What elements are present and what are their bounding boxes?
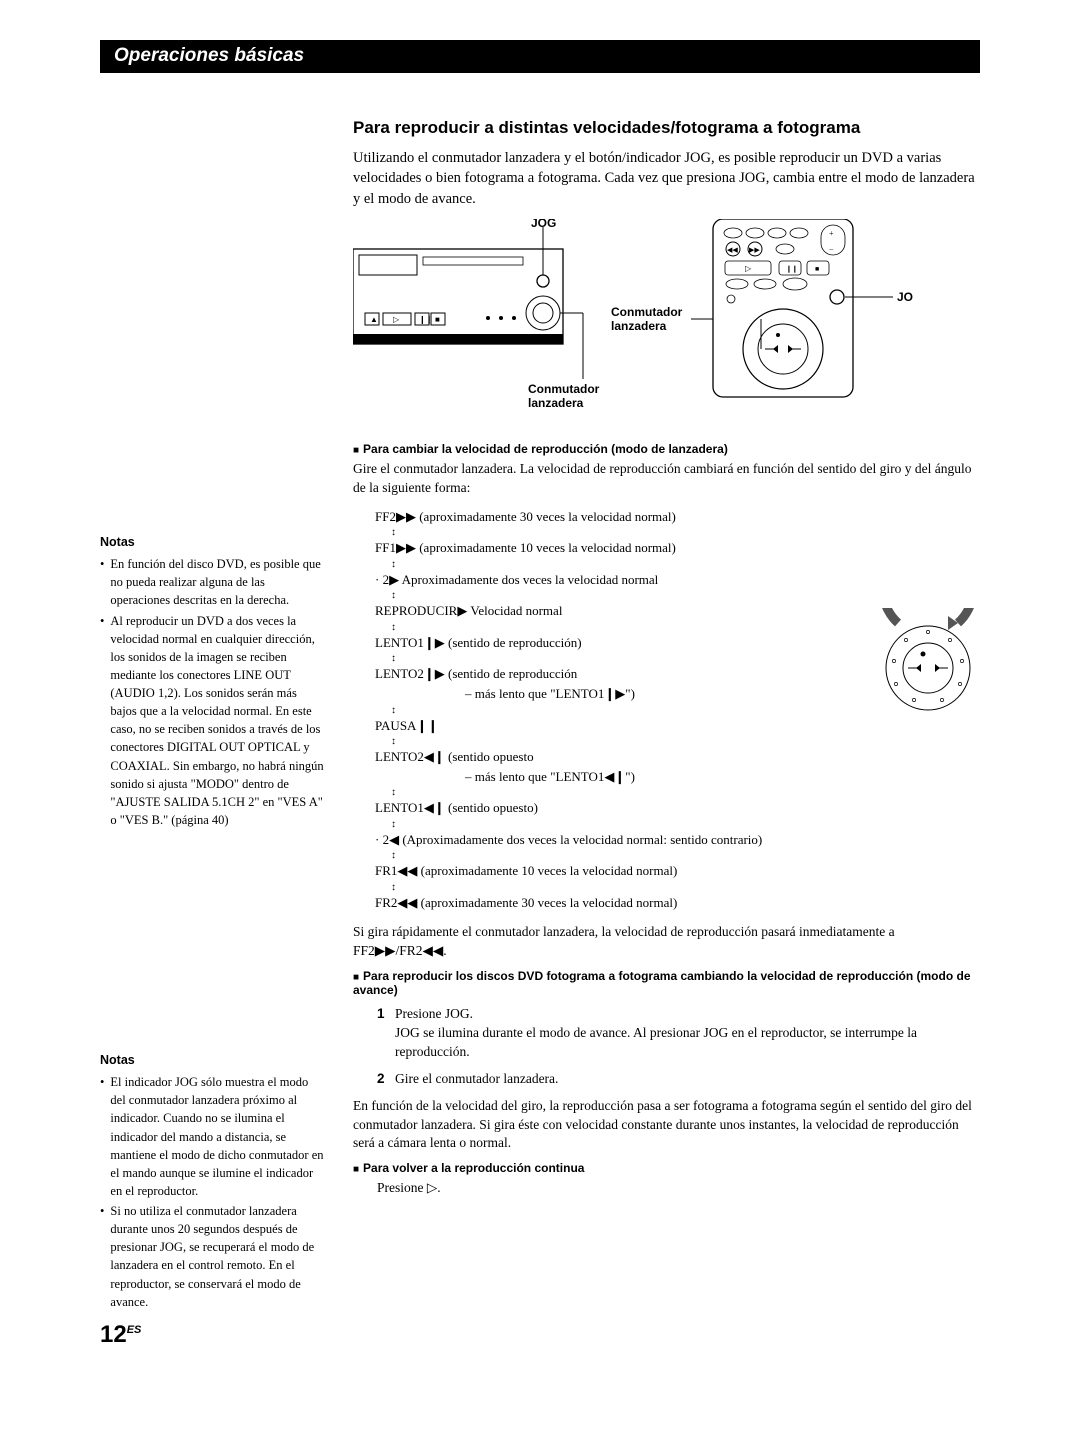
sub1-title: Para cambiar la velocidad de reproducció… (353, 442, 980, 456)
page-number: 12ES (100, 1321, 325, 1349)
main-content: Para reproducir a distintas velocidades/… (353, 118, 980, 1206)
section-header: Operaciones básicas (100, 40, 980, 73)
after-speeds: Si gira rápidamente el conmutador lanzad… (353, 923, 980, 961)
sub2-after: En función de la velocidad del giro, la … (353, 1097, 980, 1154)
footer: 12ES (100, 1315, 980, 1349)
svg-text:■: ■ (815, 265, 819, 273)
speed-item: LENTO1◀❙ (sentido opuesto) (375, 799, 980, 817)
speed-item: FR1◀◀ (aproximadamente 10 veces la veloc… (375, 862, 980, 880)
steps-list: 1 Presione JOG. JOG se ilumina durante e… (353, 1005, 980, 1089)
shuttle-label-2: Conmutador (611, 305, 683, 319)
svg-text:❙❙: ❙❙ (419, 315, 432, 324)
sub3-text: Presione ▷. (353, 1179, 980, 1198)
up-arrow-icon: ↕ (391, 559, 980, 571)
section-title: Operaciones básicas (114, 45, 304, 66)
list-item: Si no utiliza el conmutador lanzadera du… (100, 1202, 325, 1311)
up-arrow-icon: ↕ (391, 736, 980, 748)
up-arrow-icon: ↕ (391, 819, 980, 831)
svg-text:▲: ▲ (370, 315, 378, 324)
speed-item: · 2▶ Aproximadamente dos veces la veloci… (375, 571, 980, 589)
speed-item: FR2◀◀ (aproximadamente 30 veces la veloc… (375, 894, 980, 912)
list-item: 1 Presione JOG. JOG se ilumina durante e… (377, 1005, 980, 1062)
jog-label: JOG (531, 219, 556, 230)
notes2-title: Notas (100, 1051, 325, 1069)
svg-text:−: − (829, 245, 834, 254)
svg-text:■: ■ (435, 315, 440, 324)
notes1-title: Notas (100, 533, 325, 551)
svg-text:+: + (829, 229, 834, 238)
svg-text:lanzadera: lanzadera (611, 319, 667, 333)
svg-text:▷: ▷ (393, 315, 400, 324)
jog-dial-icon (868, 608, 988, 728)
diagram-svg: ▲ ▷ ❙❙ ■ JOG Conmutad (353, 219, 913, 419)
sub3-title: Para volver a la reproducción continua (353, 1161, 980, 1175)
list-item: Al reproducir un DVD a dos veces la velo… (100, 612, 325, 830)
notes2-list: El indicador JOG sólo muestra el modo de… (100, 1073, 325, 1311)
up-arrow-icon: ↕ (391, 527, 980, 539)
jog-label-remote: JOG (897, 290, 913, 304)
dvd-player-icon: ▲ ▷ ❙❙ ■ (353, 249, 563, 344)
sub1-text: Gire el conmutador lanzadera. La velocid… (353, 460, 980, 498)
up-arrow-icon: ↕ (391, 787, 980, 799)
sidebar-notes: Notas En función del disco DVD, es posib… (100, 118, 325, 1313)
speed-item: FF1▶▶ (aproximadamente 10 veces la veloc… (375, 539, 980, 557)
speed-item-cont: – más lento que "LENTO1◀❙") (375, 768, 980, 786)
remote-icon: + − ◀◀ ▶▶ ▷ ❙❙ ■ (713, 219, 853, 397)
notes1-list: En función del disco DVD, es posible que… (100, 555, 325, 829)
main-heading: Para reproducir a distintas velocidades/… (353, 118, 980, 138)
speed-item: FF2▶▶ (aproximadamente 30 veces la veloc… (375, 508, 980, 526)
intro-paragraph: Utilizando el conmutador lanzadera y el … (353, 148, 980, 209)
list-item: En función del disco DVD, es posible que… (100, 555, 325, 609)
shuttle-label-1: Conmutador (528, 382, 600, 396)
up-arrow-icon: ↕ (391, 850, 980, 862)
svg-text:▷: ▷ (745, 264, 752, 273)
speed-item: · 2◀ (Aproximadamente dos veces la veloc… (375, 831, 980, 849)
svg-text:▶▶: ▶▶ (749, 246, 760, 254)
content-columns: Notas En función del disco DVD, es posib… (100, 118, 980, 1313)
up-arrow-icon: ↕ (391, 590, 980, 602)
svg-text:◀◀: ◀◀ (727, 246, 738, 254)
list-item: El indicador JOG sólo muestra el modo de… (100, 1073, 325, 1200)
diagram: ▲ ▷ ❙❙ ■ JOG Conmutad (353, 219, 980, 424)
speed-item: LENTO2◀❙ (sentido opuesto (375, 748, 980, 766)
up-arrow-icon: ↕ (391, 882, 980, 894)
svg-text:❙❙: ❙❙ (786, 265, 798, 273)
list-item: 2 Gire el conmutador lanzadera. (377, 1070, 980, 1089)
speed-list: FF2▶▶ (aproximadamente 30 veces la veloc… (375, 508, 980, 912)
sub2-title: Para reproducir los discos DVD fotograma… (353, 969, 980, 997)
svg-text:lanzadera: lanzadera (528, 396, 584, 410)
